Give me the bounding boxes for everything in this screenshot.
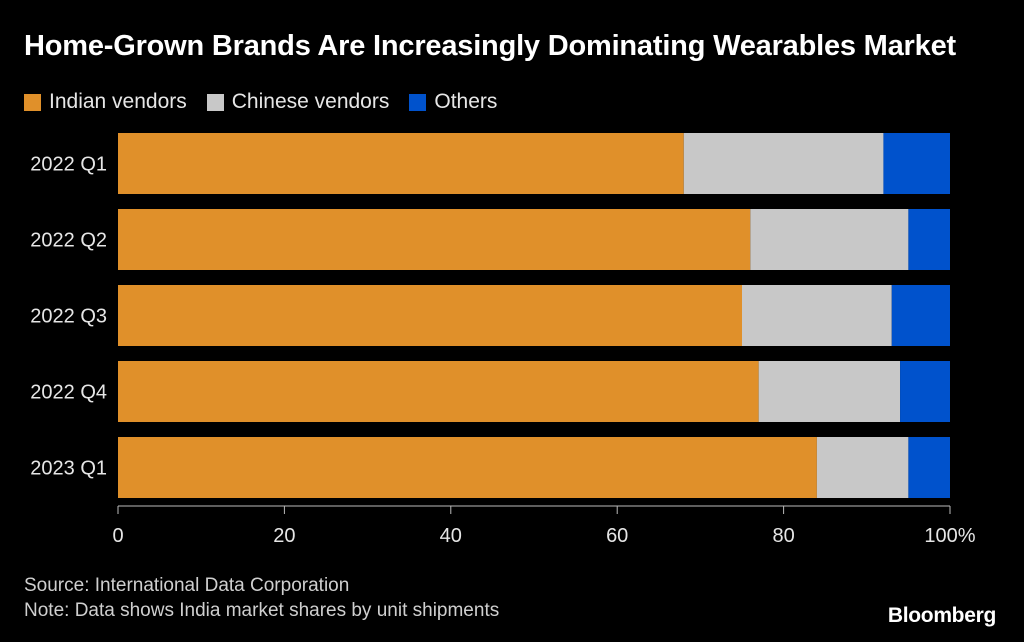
- x-tick-label: 20: [273, 525, 295, 547]
- category-label: 2022 Q3: [30, 306, 107, 328]
- x-tick-label: 60: [606, 525, 628, 547]
- bar-others-2022-q1: [883, 133, 950, 194]
- legend-item-chinese-vendors: Chinese vendors: [206, 90, 390, 114]
- bar-chinese-vendors-2022-q2: [750, 209, 909, 270]
- bar-indian-vendors-2022-q4: [118, 361, 759, 422]
- legend: Indian vendors Chinese vendors Others: [24, 90, 517, 114]
- legend-swatch-others: [409, 93, 427, 111]
- legend-item-others: Others: [409, 90, 497, 114]
- legend-item-indian-vendors: Indian vendors: [24, 90, 187, 114]
- bar-chinese-vendors-2023-q1: [816, 437, 909, 498]
- category-label: 2022 Q1: [30, 154, 107, 176]
- bar-others-2022-q2: [908, 209, 950, 270]
- x-tick-label: 0: [112, 525, 123, 547]
- bar-others-2022-q3: [891, 285, 950, 346]
- bar-others-2022-q4: [900, 361, 950, 422]
- bar-indian-vendors-2022-q3: [118, 285, 742, 346]
- bar-chinese-vendors-2022-q4: [758, 361, 901, 422]
- bar-indian-vendors-2023-q1: [118, 437, 817, 498]
- legend-label-chinese-vendors: Chinese vendors: [231, 90, 390, 113]
- bar-indian-vendors-2022-q2: [118, 209, 751, 270]
- x-tick-label: 100%: [924, 525, 975, 547]
- legend-swatch-chinese-vendors: [206, 93, 224, 111]
- legend-label-others: Others: [434, 90, 498, 113]
- category-label: 2022 Q2: [30, 230, 107, 252]
- legend-label-indian-vendors: Indian vendors: [49, 90, 187, 113]
- bar-chinese-vendors-2022-q1: [683, 133, 884, 194]
- data-note: Note: Data shows India market shares by …: [24, 600, 500, 621]
- bar-indian-vendors-2022-q1: [118, 133, 684, 194]
- category-label: 2023 Q1: [30, 458, 107, 480]
- x-tick-label: 80: [772, 525, 794, 547]
- bloomberg-logo: Bloomberg: [887, 604, 996, 627]
- bar-others-2023-q1: [908, 437, 950, 498]
- legend-swatch-indian-vendors: [24, 93, 41, 111]
- chart-title: Home-Grown Brands Are Increasingly Domin…: [24, 30, 956, 62]
- source-note: Source: International Data Corporation: [24, 575, 350, 596]
- category-label: 2022 Q4: [30, 382, 107, 404]
- bar-chinese-vendors-2022-q3: [742, 285, 892, 346]
- x-tick-label: 40: [440, 525, 462, 547]
